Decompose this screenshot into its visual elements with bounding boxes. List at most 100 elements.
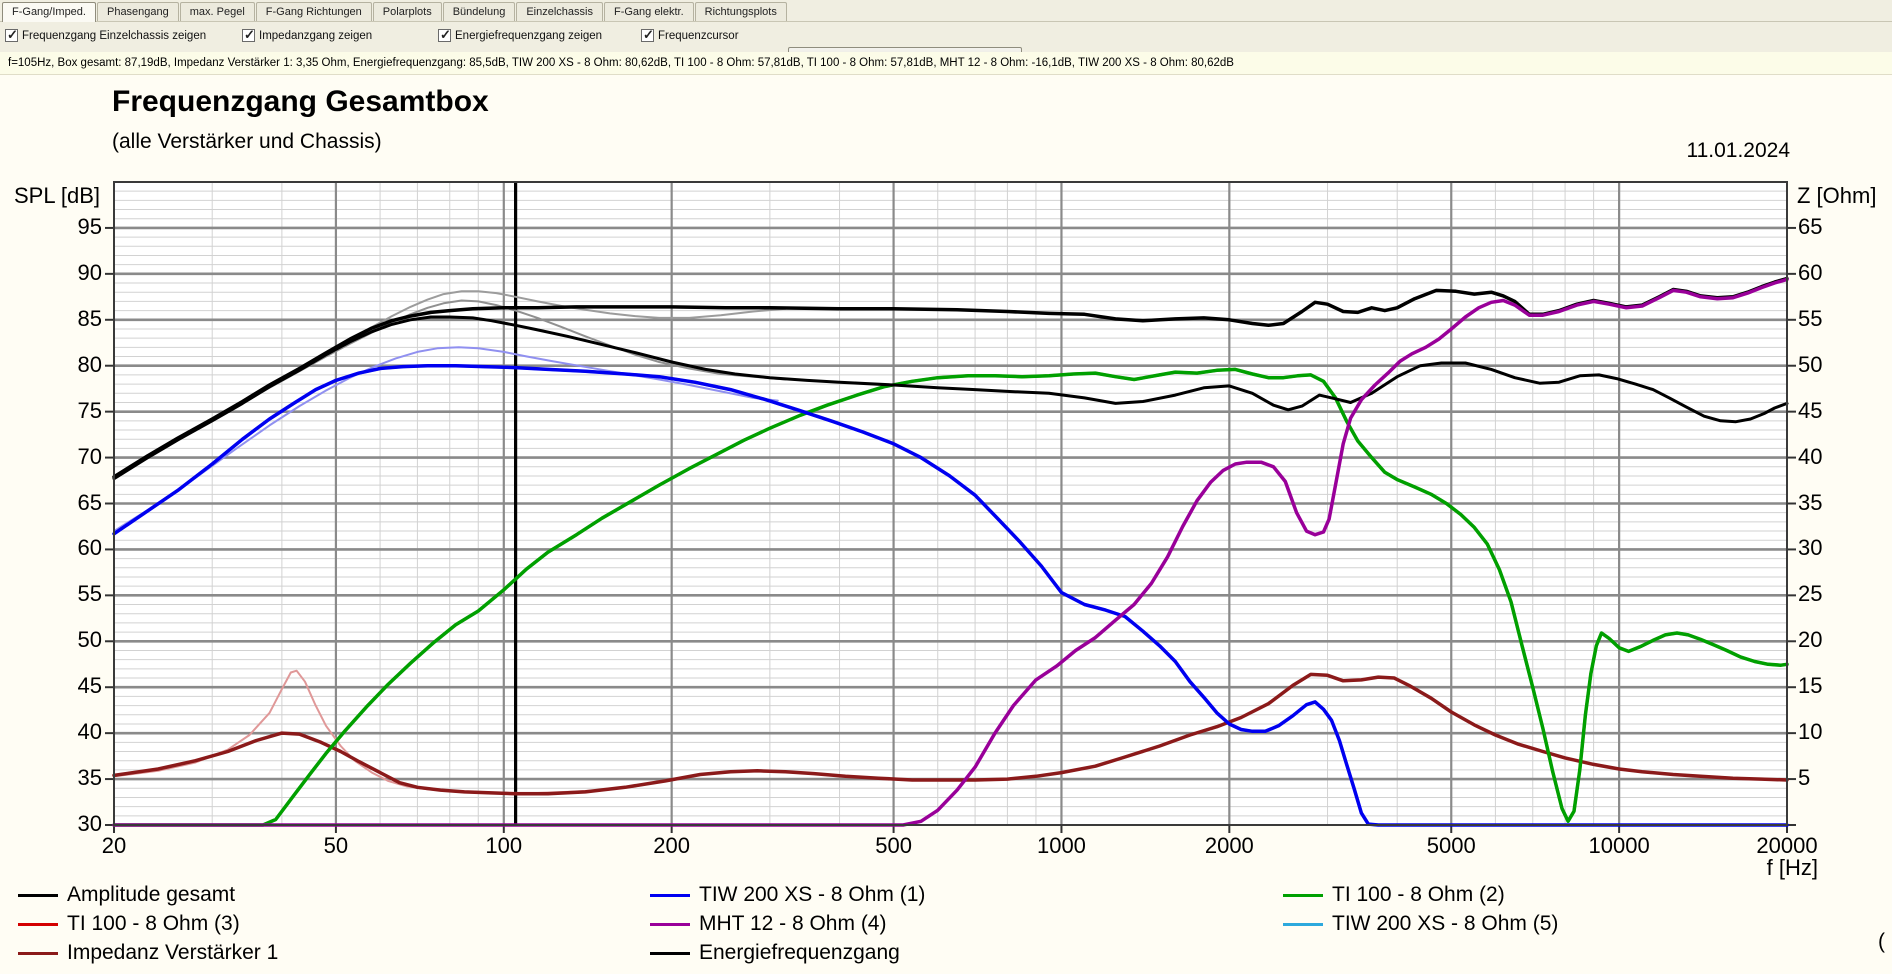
tab-bündelung[interactable]: Bündelung [442,2,516,21]
plot-frame [113,181,1788,826]
legend-color-line [1283,893,1323,897]
legend-color-line [650,893,690,897]
checkbox-box[interactable]: ✓ [242,27,255,42]
tab-f-gang-imped-[interactable]: F-Gang/Imped. [2,2,96,22]
y-right-tick-45: 45 [1798,397,1823,423]
checkmark-icon: ✓ [440,27,451,42]
legend-item-ti-100-8-ohm-2-: TI 100 - 8 Ohm (2) [1283,882,1505,908]
checkbox-energiefrequenzgang-zeigen[interactable]: ✓ Energiefrequenzgang zeigen [438,27,603,42]
y-left-tick-75: 75 [77,397,102,423]
checkbox-frequenzcursor[interactable]: ✓ Frequenzcursor [641,27,739,42]
y-right-tick-50: 50 [1798,351,1823,377]
x-tick-5000: 5000 [1426,833,1476,858]
checkmark-icon: ✓ [244,27,255,42]
checkbox-box[interactable]: ✓ [438,27,451,42]
x-tick-200: 200 [653,833,691,858]
tab-f-gang-elektr-[interactable]: F-Gang elektr. [603,2,694,21]
tab-polarplots[interactable]: Polarplots [372,2,442,21]
legend-label: TI 100 - 8 Ohm (2) [1332,883,1505,906]
checkmark-icon: ✓ [643,27,654,42]
x-axis-label: f [Hz] [1766,855,1818,880]
y-axis-left-label: SPL [dB] [14,183,101,208]
legend-item-tiw-200-xs-8-ohm-5-: TIW 200 XS - 8 Ohm (5) [1283,911,1558,937]
tab-max-pegel[interactable]: max. Pegel [179,2,255,21]
checkbox-label: Energiefrequenzgang zeigen [455,29,603,42]
status-bar: f=105Hz, Box gesamt: 87,19dB, Impedanz V… [0,52,1892,75]
curve-mht-12-8-ohm-4- [112,277,1789,827]
legend-label: TIW 200 XS - 8 Ohm (5) [1332,912,1559,935]
y-right-tick-35: 35 [1798,489,1823,515]
y-right-tick-30: 30 [1798,535,1823,561]
y-left-tick-90: 90 [77,259,102,285]
y-left-tick-80: 80 [77,351,102,377]
y-left-tick-30: 30 [77,811,102,836]
y-left-tick-60: 60 [77,535,102,561]
legend-color-line [18,922,58,926]
legend-color-line [18,951,58,955]
checkbox-label: Impedanzgang zeigen [259,29,373,42]
checkmark-icon: ✓ [7,27,18,42]
curve-tiw-200-xs-vergleich- [113,346,779,533]
y-right-tick-15: 15 [1798,673,1823,699]
y-right-tick-20: 20 [1798,627,1823,653]
checkbox-box[interactable]: ✓ [641,27,654,42]
y-left-tick-55: 55 [77,581,102,607]
y-left-tick-85: 85 [77,305,102,331]
y-axis-right-label: Z [Ohm] [1797,183,1877,208]
curve-impedanz-verstärker-1 [112,672,1789,796]
legend-label: Amplitude gesamt [67,883,236,906]
legend-label: TIW 200 XS - 8 Ohm (1) [699,883,926,906]
tab-einzelchassis[interactable]: Einzelchassis [516,2,603,21]
legend-item-ti-100-8-ohm-3-: TI 100 - 8 Ohm (3) [18,911,240,937]
legend-color-line [650,951,690,955]
y-left-tick-95: 95 [77,213,102,239]
legend-item-mht-12-8-ohm-4-: MHT 12 - 8 Ohm (4) [650,911,886,937]
y-right-tick-5: 5 [1798,765,1811,791]
legend-item-energiefrequenzgang: Energiefrequenzgang [650,940,900,966]
legend-color-line [1283,922,1323,926]
y-left-tick-35: 35 [77,765,102,791]
tab-f-gang-richtungen[interactable]: F-Gang Richtungen [255,2,372,21]
y-right-tick-25: 25 [1798,581,1823,607]
x-tick-500: 500 [875,833,912,858]
legend-color-line [18,893,58,897]
legend-label: Impedanz Verstärker 1 [67,941,279,964]
y-right-tick-10: 10 [1798,719,1823,745]
toolbar: Vergleichskurven einblenden ✓Frequenzgan… [0,22,1892,70]
x-tick-1000: 1000 [1036,833,1086,858]
legend-item-amplitude-gesamt: Amplitude gesamt [18,882,235,908]
chart-title: Frequenzgang Gesamtbox [112,85,489,118]
y-right-tick-65: 65 [1798,213,1823,239]
curve-ti-100-8-ohm-2- [112,367,1789,827]
y-left-tick-50: 50 [77,627,102,653]
x-tick-20: 20 [101,833,127,858]
x-tick-2000: 2000 [1204,833,1254,858]
y-right-tick-55: 55 [1798,305,1823,331]
y-left-tick-70: 70 [77,443,102,469]
chart-date: 11.01.2024 [1686,139,1790,162]
tab-phasengang[interactable]: Phasengang [96,2,179,21]
legend-item-impedanz-verstärker-1: Impedanz Verstärker 1 [18,940,278,966]
checkbox-box[interactable]: ✓ [5,27,18,42]
x-tick-50: 50 [323,833,349,858]
clipped-text-fragment: ( [1878,930,1885,953]
checkbox-frequenzgang-einzelchassis-zeigen[interactable]: ✓ Frequenzgang Einzelchassis zeigen [5,27,207,42]
y-left-tick-40: 40 [77,719,102,745]
checkbox-label: Frequenzcursor [658,29,739,42]
legend-label: TI 100 - 8 Ohm (3) [67,912,240,935]
legend-item-tiw-200-xs-8-ohm-1-: TIW 200 XS - 8 Ohm (1) [650,882,925,908]
curve-tiw-200-xs-8-ohm-1- [112,363,1789,827]
checkbox-label: Frequenzgang Einzelchassis zeigen [22,29,207,42]
y-right-tick-60: 60 [1798,259,1823,285]
chart-subtitle: (alle Verstärker und Chassis) [112,130,382,153]
tab-richtungsplots[interactable]: Richtungsplots [694,2,787,21]
x-tick-10000: 10000 [1588,833,1650,858]
y-left-tick-65: 65 [77,489,102,515]
checkbox-impedanzgang-zeigen[interactable]: ✓ Impedanzgang zeigen [242,27,373,42]
tab-bar: F-Gang/Imped. Phasengang max. Pegel F-Gang … [0,0,1892,22]
y-left-tick-45: 45 [77,673,102,699]
cursor-readout-text: f=105Hz, Box gesamt: 87,19dB, Impedanz V… [8,57,1234,69]
curve-energiefrequenzgang [112,315,1789,481]
